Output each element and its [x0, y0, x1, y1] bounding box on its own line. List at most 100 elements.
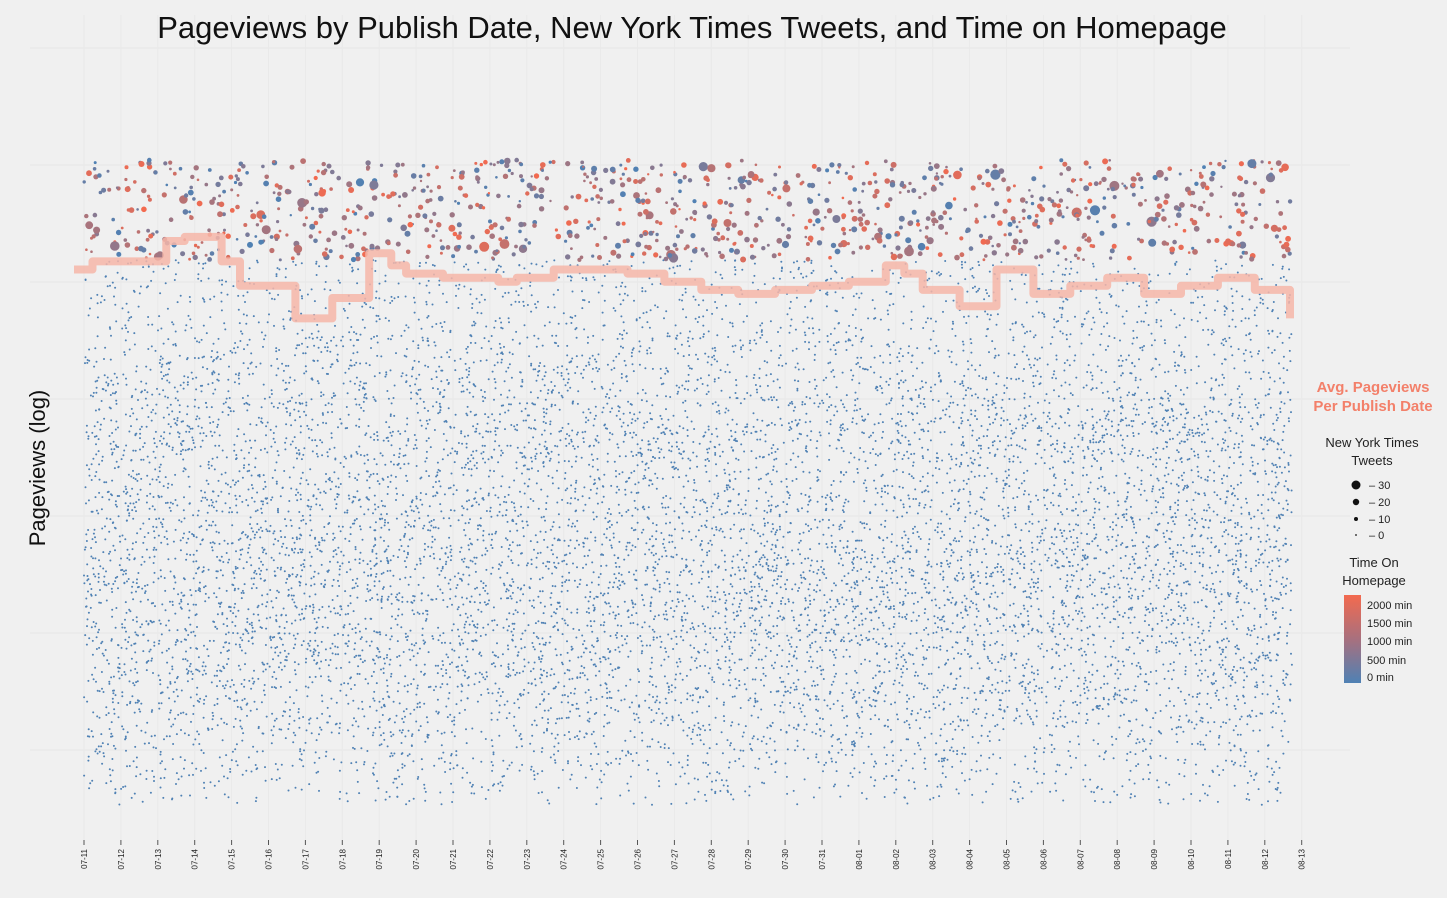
scatter-point	[122, 373, 125, 376]
scatter-point	[151, 657, 153, 660]
scatter-point	[371, 195, 378, 201]
scatter-point	[561, 426, 564, 429]
scatter-point	[318, 789, 320, 792]
scatter-point	[222, 646, 225, 649]
scatter-point	[467, 684, 470, 687]
scatter-point	[418, 517, 421, 520]
scatter-point	[185, 430, 188, 433]
scatter-point	[574, 525, 576, 528]
scatter-point	[238, 382, 241, 385]
scatter-point	[544, 371, 547, 374]
scatter-point	[215, 596, 218, 599]
scatter-point	[124, 601, 127, 604]
scatter-point	[309, 605, 312, 608]
scatter-point	[494, 433, 497, 436]
scatter-point	[539, 660, 542, 663]
scatter-point	[146, 721, 149, 724]
scatter-point	[141, 247, 147, 253]
scatter-point	[577, 390, 580, 393]
scatter-point	[374, 575, 377, 578]
scatter-point	[440, 380, 443, 383]
scatter-point	[378, 726, 381, 729]
scatter-point	[382, 571, 385, 574]
scatter-point	[483, 298, 486, 301]
scatter-point	[216, 351, 219, 354]
scatter-point	[321, 441, 324, 444]
scatter-point	[393, 297, 396, 300]
scatter-point	[85, 533, 88, 536]
scatter-point	[351, 628, 354, 631]
scatter-point	[98, 463, 101, 466]
scatter-point	[548, 459, 551, 462]
scatter-point	[169, 709, 172, 712]
scatter-point	[157, 642, 160, 645]
scatter-point	[546, 392, 549, 395]
scatter-point	[179, 539, 182, 542]
scatter-point	[297, 449, 300, 452]
scatter-point	[526, 468, 529, 471]
scatter-point	[436, 585, 439, 588]
scatter-point	[114, 444, 117, 447]
scatter-point	[504, 236, 508, 240]
scatter-point	[355, 424, 358, 427]
scatter-point	[259, 573, 261, 576]
scatter-point	[535, 635, 538, 638]
scatter-point	[550, 450, 553, 453]
scatter-point	[204, 253, 208, 257]
scatter-point	[358, 792, 361, 795]
scatter-point	[129, 415, 132, 418]
scatter-point	[152, 496, 155, 498]
scatter-point	[325, 480, 327, 483]
scatter-point	[545, 448, 548, 451]
scatter-point	[290, 487, 293, 490]
scatter-point	[400, 731, 403, 734]
scatter-point	[95, 680, 97, 683]
scatter-point	[317, 346, 320, 349]
scatter-point	[285, 423, 288, 426]
scatter-point	[436, 471, 439, 474]
scatter-point	[506, 767, 509, 770]
scatter-point	[432, 387, 434, 390]
scatter-point	[425, 254, 430, 259]
scatter-point	[92, 391, 95, 394]
scatter-point	[223, 721, 226, 724]
scatter-point	[410, 375, 413, 378]
scatter-point	[222, 665, 225, 668]
scatter-point	[315, 497, 318, 500]
scatter-point	[200, 390, 203, 393]
scatter-point	[197, 262, 200, 265]
scatter-point	[150, 345, 153, 348]
scatter-point	[518, 693, 521, 696]
scatter-point	[108, 435, 111, 437]
scatter-point	[437, 195, 444, 202]
scatter-point	[411, 733, 414, 736]
scatter-point	[474, 570, 477, 573]
scatter-point	[91, 234, 96, 239]
scatter-point	[269, 247, 275, 254]
scatter-point	[189, 553, 192, 556]
scatter-point	[284, 659, 287, 661]
scatter-point	[352, 610, 355, 613]
scatter-point	[205, 796, 208, 799]
scatter-point	[365, 362, 368, 365]
grid	[30, 15, 1350, 840]
scatter-point	[434, 526, 437, 529]
scatter-point	[160, 435, 163, 438]
scatter-point	[379, 656, 382, 658]
scatter-point	[358, 562, 361, 565]
scatter-point	[467, 566, 470, 569]
scatter-point	[463, 626, 466, 629]
scatter-point	[319, 491, 322, 494]
scatter-point	[118, 564, 121, 567]
scatter-point	[114, 392, 116, 395]
scatter-point	[281, 486, 284, 489]
scatter-point	[432, 405, 434, 408]
scatter-point	[439, 391, 442, 394]
scatter-point	[546, 671, 548, 674]
scatter-point	[217, 494, 220, 497]
scatter-point	[199, 590, 202, 593]
scatter-point	[153, 644, 156, 647]
scatter-point	[197, 406, 200, 409]
scatter-point	[193, 243, 198, 248]
scatter-point	[162, 437, 165, 440]
